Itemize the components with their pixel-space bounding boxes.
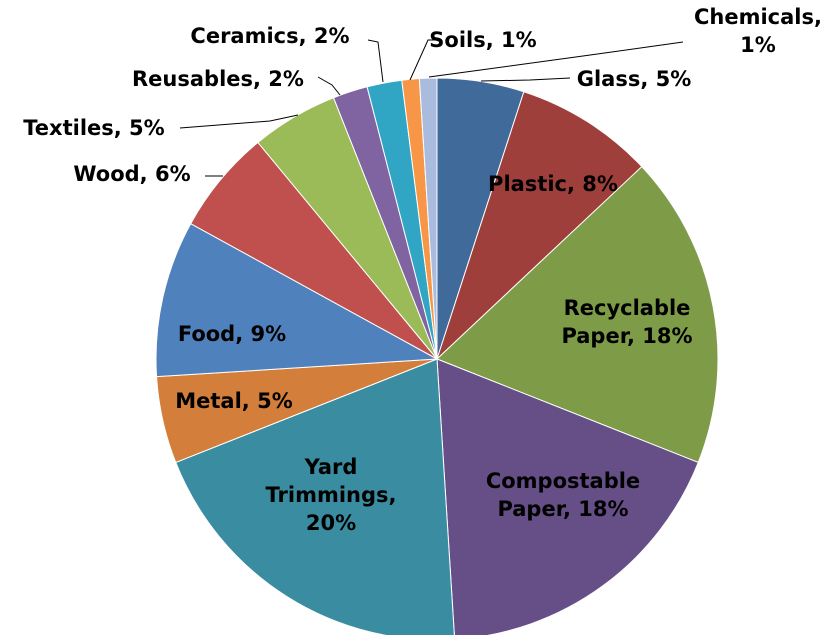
- data-label-line: Ceramics, 2%: [190, 24, 349, 48]
- data-label-line: Wood, 6%: [73, 162, 190, 186]
- pie-slice-food: [155, 222, 439, 378]
- data-label-line: Paper, 18%: [497, 497, 628, 521]
- leader-line-ceramics: [367, 39, 384, 83]
- data-label-line: Soils, 1%: [429, 28, 536, 52]
- data-label-line: Reusables, 2%: [132, 67, 304, 91]
- data-label-line: Plastic, 8%: [488, 172, 618, 196]
- leader-line-textiles: [179, 114, 299, 129]
- pie-slices: [155, 77, 719, 635]
- data-label-line: Compostable: [486, 469, 640, 493]
- pie-slice-plastic: [436, 91, 643, 360]
- data-label-line: Trimmings,: [266, 483, 397, 507]
- data-label-line: 20%: [306, 511, 356, 535]
- pie-slice-compostable-paper: [436, 358, 699, 635]
- leader-line-chemicals: [428, 41, 684, 78]
- data-label-plastic: Plastic, 8%: [488, 172, 618, 196]
- data-label-wood: Wood, 6%: [73, 162, 190, 186]
- leader-line-glass: [480, 77, 571, 82]
- leader-lines: [179, 39, 684, 177]
- pie-slice-yard-trimmings: [175, 358, 455, 635]
- data-label-compostable-paper: Compostable Paper, 18%: [486, 469, 640, 521]
- pie-slice-chemicals: [418, 77, 438, 360]
- data-label-textiles: Textiles, 5%: [23, 116, 164, 140]
- data-label-line: Yard: [304, 455, 358, 479]
- data-label-glass: Glass, 5%: [577, 67, 692, 91]
- data-label-soils: Soils, 1%: [429, 28, 536, 52]
- data-label-reusables: Reusables, 2%: [132, 67, 304, 91]
- data-label-ceramics: Ceramics, 2%: [190, 24, 349, 48]
- data-label-chemicals: Chemicals, 1%: [694, 5, 822, 57]
- data-label-line: Textiles, 5%: [23, 116, 164, 140]
- data-label-metal: Metal, 5%: [175, 389, 293, 413]
- data-label-line: 1%: [740, 33, 776, 57]
- data-label-line: Food, 9%: [178, 322, 286, 346]
- data-labels: Glass, 5% Plastic, 8% Recyclable Paper, 18%…: [23, 5, 822, 535]
- data-label-food: Food, 9%: [178, 322, 286, 346]
- data-label-recyclable-paper: Recyclable Paper, 18%: [561, 296, 692, 348]
- leader-line-reusables: [317, 76, 341, 96]
- data-label-yard-trimmings: Yard Trimmings, 20%: [266, 455, 397, 535]
- data-label-line: Glass, 5%: [577, 67, 692, 91]
- data-label-line: Metal, 5%: [175, 389, 293, 413]
- pie-slice-recyclable-paper: [436, 165, 719, 464]
- data-label-line: Chemicals,: [694, 5, 822, 29]
- leader-line-soils: [409, 39, 438, 81]
- data-label-line: Recyclable: [564, 296, 691, 320]
- data-label-line: Paper, 18%: [561, 324, 692, 348]
